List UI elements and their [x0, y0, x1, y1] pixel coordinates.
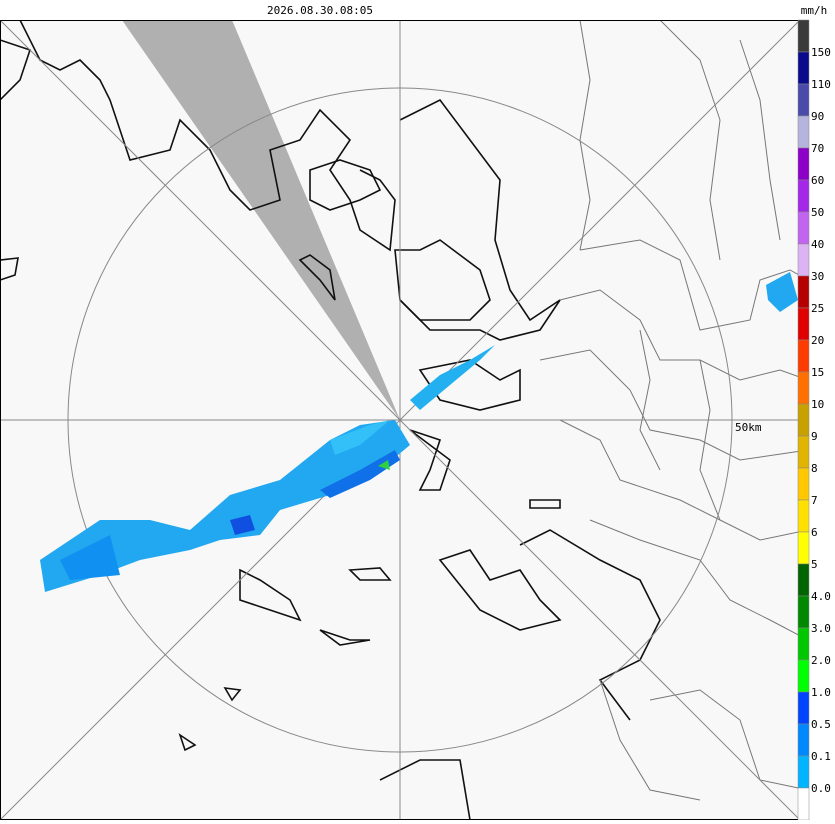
range-grid	[1, 21, 808, 819]
legend-swatch	[797, 755, 810, 789]
legend-label: 10	[811, 398, 824, 411]
legend-label: 90	[811, 110, 824, 123]
legend-swatch	[797, 147, 810, 181]
legend-swatch	[797, 339, 810, 373]
legend-swatch	[797, 563, 810, 597]
legend-label: 150	[811, 46, 831, 59]
legend-label: 40	[811, 238, 824, 251]
legend-label: 1.0	[811, 686, 831, 699]
legend-swatch	[797, 179, 810, 213]
legend-label: 2.0	[811, 654, 831, 667]
legend-swatch	[797, 467, 810, 501]
legend-swatch	[797, 211, 810, 245]
legend-label: 0.5	[811, 718, 831, 731]
legend-swatch	[797, 51, 810, 85]
legend-swatch	[797, 627, 810, 661]
legend-swatch	[797, 403, 810, 437]
timestamp: 2026.08.30.08:05	[267, 4, 373, 17]
legend-swatch	[797, 691, 810, 725]
legend-swatch	[797, 19, 810, 53]
legend-swatch	[797, 371, 810, 405]
range-label: 50km	[735, 421, 762, 434]
legend-label: 6	[811, 526, 818, 539]
legend-swatch	[797, 595, 810, 629]
legend-swatch	[797, 275, 810, 309]
legend-swatch	[797, 83, 810, 117]
beam-block	[122, 21, 400, 420]
legend-swatch	[797, 115, 810, 149]
legend-swatch	[797, 531, 810, 565]
legend-label: 30	[811, 270, 824, 283]
legend-label: 60	[811, 174, 824, 187]
legend-swatch	[797, 435, 810, 469]
legend-label: 5	[811, 558, 818, 571]
legend-label: 50	[811, 206, 824, 219]
legend-swatch	[797, 787, 810, 821]
legend-label: 7	[811, 494, 818, 507]
legend-swatch	[797, 307, 810, 341]
legend-label: 20	[811, 334, 824, 347]
rain-echo	[40, 272, 798, 592]
unit: mm/h	[801, 4, 828, 17]
legend-label: 25	[811, 302, 824, 315]
legend-swatch	[797, 499, 810, 533]
legend-label: 70	[811, 142, 824, 155]
legend-swatch	[797, 723, 810, 757]
legend-label: 4.0	[811, 590, 831, 603]
legend-swatch	[797, 659, 810, 693]
legend-label: 3.0	[811, 622, 831, 635]
map: 50km	[0, 20, 809, 820]
legend-swatch	[797, 243, 810, 277]
legend-label: 0.1	[811, 750, 831, 763]
legend-label: 8	[811, 462, 818, 475]
legend-label: 9	[811, 430, 818, 443]
legend: 150 110 90 70 60 50 40 30 25 20 15 10 9 8 7 6 5 4.0 3.0 2.0…	[797, 19, 831, 821]
legend-label: 0.0	[811, 782, 831, 795]
legend-label: 110	[811, 78, 831, 91]
legend-label: 15	[811, 366, 824, 379]
